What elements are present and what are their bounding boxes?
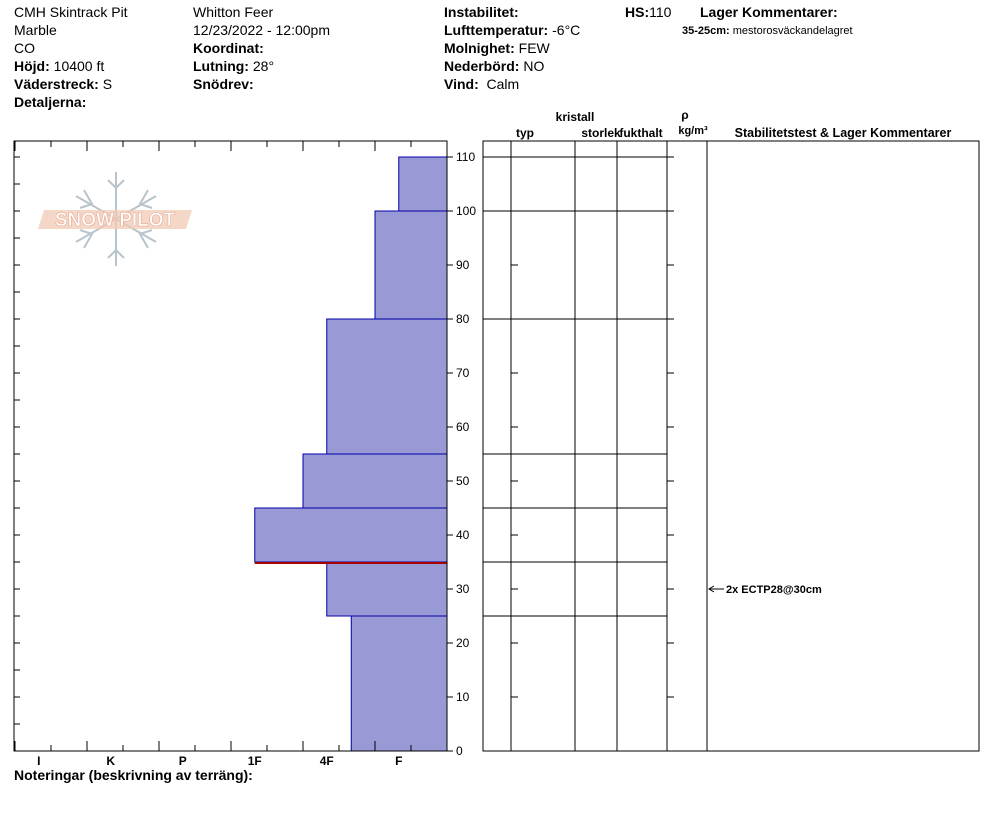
left-ticks xyxy=(14,156,20,752)
details: Detaljerna: xyxy=(14,93,86,111)
logo-text: SNOW PILOT xyxy=(55,210,176,231)
air-temp-label: Lufttemperatur: xyxy=(444,22,549,38)
elevation: Höjd: 10400 ft xyxy=(14,57,104,75)
hardness-label: 1F xyxy=(248,754,262,768)
air-temp-value: -6°C xyxy=(552,22,581,38)
layer-comment-text: mestorosväckandelagret xyxy=(732,25,853,37)
depth-tick-label: 70 xyxy=(456,366,470,380)
hardness-label: K xyxy=(106,754,115,768)
col-header-density: kg/m³ xyxy=(678,125,708,137)
depth-tick-label: 40 xyxy=(456,528,470,542)
layer-table xyxy=(482,140,980,752)
drift: Snödrev: xyxy=(193,75,254,93)
hardness-label: 4F xyxy=(320,754,334,768)
depth-tick-label: 90 xyxy=(456,258,470,272)
slope-label: Lutning: xyxy=(193,58,249,74)
arrowhead-icon xyxy=(708,585,715,593)
depth-tick-label: 10 xyxy=(456,690,470,704)
hs-label: HS: xyxy=(625,4,650,20)
hardness-layers xyxy=(254,156,448,752)
col-header-size: storlek xyxy=(581,126,621,140)
hardness-layer-5 xyxy=(326,561,448,617)
coordinate-label: Koordinat: xyxy=(193,40,264,56)
sky: Molnighet: FEW xyxy=(444,39,550,57)
stability-test: 2x ECTP28@30cm xyxy=(708,584,822,596)
depth-tick-label: 100 xyxy=(456,204,476,218)
sky-value: FEW xyxy=(518,40,550,56)
depth-tick-label: 50 xyxy=(456,474,470,488)
layer-comment: 35-25cm: mestorosväckandelagret xyxy=(682,22,853,40)
coordinate: Koordinat: xyxy=(193,39,264,57)
hardness-label: I xyxy=(37,754,40,768)
hardness-label: F xyxy=(395,754,402,768)
hardness-label: P xyxy=(179,754,187,768)
layer-comments: Lager Kommentarer: xyxy=(700,3,838,21)
slope-value: 28° xyxy=(252,58,275,74)
elevation-value: 10400 ft xyxy=(53,58,105,74)
instability: Instabilitet: xyxy=(444,3,519,21)
col-header-crystal: kristall xyxy=(556,110,595,124)
precip-label: Nederbörd: xyxy=(444,58,520,74)
depth-tick-label: 60 xyxy=(456,420,470,434)
pit-name: CMH Skintrack Pit xyxy=(14,4,128,20)
bottom-ticks xyxy=(14,741,448,751)
details-label: Detaljerna: xyxy=(14,94,87,110)
snowpilot-logo: SNOW PILOT xyxy=(38,172,192,266)
col-header-moisture: fukthalt xyxy=(619,126,662,140)
hardness-layer-0 xyxy=(398,156,448,212)
slope: Lutning: 28° xyxy=(193,57,274,75)
precip: Nederbörd: NO xyxy=(444,57,544,75)
precip-value: NO xyxy=(523,58,545,74)
table-frame xyxy=(482,140,980,752)
depth-tick-label: 30 xyxy=(456,582,470,596)
state: CO xyxy=(14,40,35,56)
hs-value: 110 xyxy=(649,4,672,20)
col-header-type: typ xyxy=(516,126,534,140)
hardness-layer-4 xyxy=(254,507,448,563)
aspect: Väderstreck: S xyxy=(14,75,112,93)
layer-comment-range: 35-25cm: xyxy=(682,25,730,37)
air-temp: Lufttemperatur: -6°C xyxy=(444,21,580,39)
location: Marble xyxy=(14,22,57,38)
depth-tick-label: 110 xyxy=(456,150,475,164)
observer: Whitton Feer xyxy=(193,4,274,20)
hardness-layer-2 xyxy=(326,318,448,455)
datetime: 12/23/2022 - 12:00pm xyxy=(193,22,330,38)
wind-value: Calm xyxy=(486,76,520,92)
notes-label: Noteringar (beskrivning av terräng): xyxy=(14,767,253,783)
layer-comments-label: Lager Kommentarer: xyxy=(700,4,838,20)
hardness-layer-3 xyxy=(302,453,448,509)
wind: Vind: Calm xyxy=(444,75,519,93)
top-ticks xyxy=(14,141,448,151)
sky-label: Molnighet: xyxy=(444,40,515,56)
hs: HS:110 xyxy=(625,3,671,21)
depth-tick-label: 20 xyxy=(456,636,470,650)
depth-tick-label: 80 xyxy=(456,312,470,326)
table-ticks xyxy=(511,156,674,752)
col-header-stability: Stabilitetstest & Lager Kommentarer xyxy=(735,126,952,140)
elevation-label: Höjd: xyxy=(14,58,50,74)
drift-label: Snödrev: xyxy=(193,76,254,92)
aspect-label: Väderstreck: xyxy=(14,76,99,92)
depth-tick-label: 0 xyxy=(456,744,463,758)
hardness-axis-labels: I K P 1F 4F F xyxy=(37,754,402,768)
wind-label: Vind: xyxy=(444,76,479,92)
aspect-value: S xyxy=(102,76,113,92)
col-header-rho: ρ xyxy=(681,108,688,122)
hardness-layer-6 xyxy=(350,615,448,752)
hardness-layer-1 xyxy=(374,210,448,320)
instability-label: Instabilitet: xyxy=(444,4,519,20)
depth-axis: 0 10 20 30 40 50 60 70 80 90 100 110 xyxy=(447,150,476,758)
logo-banner xyxy=(38,210,192,229)
stability-test-label: 2x ECTP28@30cm xyxy=(726,584,822,596)
